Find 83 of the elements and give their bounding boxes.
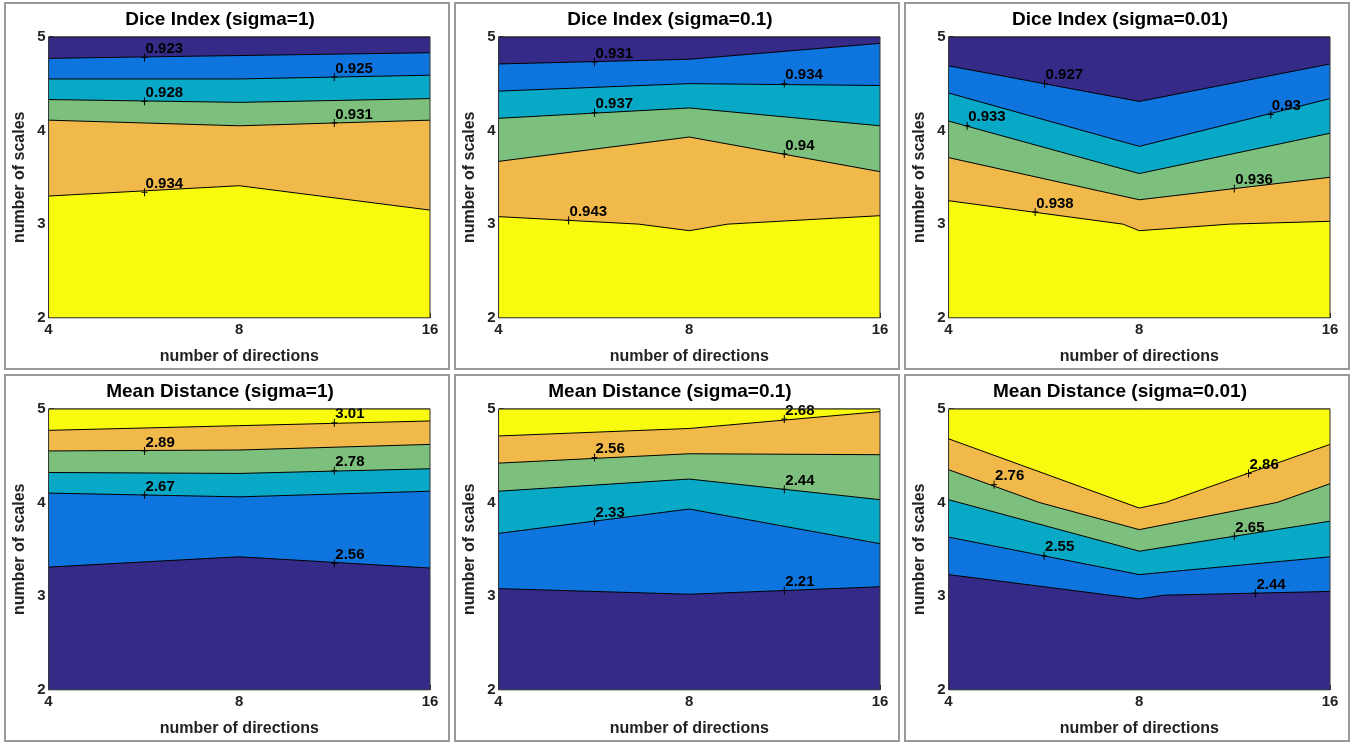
y-tick-label: 3: [937, 586, 946, 604]
x-tick-label: 16: [421, 319, 439, 337]
annotation: 0.927: [1045, 65, 1084, 83]
x-axis-title: number of directions: [159, 718, 319, 736]
y-tick-label: 4: [487, 120, 497, 138]
x-axis-title: number of directions: [609, 718, 769, 736]
annotation: 0.934: [145, 173, 184, 191]
annotation: 0.93: [1271, 96, 1301, 114]
chart-title: Dice Index (sigma=0.01): [1012, 7, 1228, 29]
x-axis-title: number of directions: [1059, 346, 1219, 364]
y-tick-label: 5: [37, 398, 46, 416]
x-tick-label: 8: [1135, 691, 1144, 709]
y-tick-label: 3: [487, 214, 496, 232]
annotation: 2.33: [595, 502, 625, 520]
x-tick-label: 8: [1135, 319, 1144, 337]
y-tick-label: 2: [487, 679, 496, 697]
y-tick-label: 3: [37, 214, 46, 232]
annotation: 2.56: [595, 439, 625, 457]
annotation: 0.925: [335, 58, 373, 76]
annotation: 0.934: [785, 65, 824, 83]
y-tick-label: 4: [37, 492, 47, 510]
annotation: 2.44: [1256, 574, 1287, 592]
annotation: 0.931: [595, 43, 634, 61]
annotation: 2.65: [1235, 517, 1265, 535]
annotation: 3.01: [335, 404, 365, 422]
x-tick-label: 16: [1321, 691, 1339, 709]
annotation: 2.55: [1045, 537, 1075, 555]
y-tick-label: 2: [937, 679, 946, 697]
x-tick-label: 16: [421, 691, 439, 709]
y-tick-label: 3: [37, 586, 46, 604]
y-axis-title: number of scales: [460, 111, 478, 244]
y-tick-label: 5: [487, 398, 496, 416]
x-tick-label: 16: [871, 319, 889, 337]
y-axis-title: number of scales: [910, 111, 928, 244]
y-tick-label: 5: [937, 398, 946, 416]
y-tick-label: 4: [937, 120, 947, 138]
annotation: 2.44: [785, 470, 816, 488]
annotation: 2.78: [335, 452, 365, 470]
chart-title: Dice Index (sigma=0.1): [567, 7, 773, 29]
y-tick-label: 5: [37, 26, 46, 44]
y-axis-title: number of scales: [10, 483, 28, 616]
y-tick-label: 5: [937, 26, 946, 44]
annotation: 0.936: [1235, 170, 1273, 188]
x-tick-label: 8: [685, 691, 694, 709]
x-tick-label: 16: [871, 691, 889, 709]
annotation: 2.76: [995, 466, 1025, 484]
y-tick-label: 2: [37, 679, 46, 697]
y-tick-label: 2: [487, 307, 496, 325]
y-tick-label: 5: [487, 26, 496, 44]
y-tick-label: 2: [937, 307, 946, 325]
y-tick-label: 4: [37, 120, 47, 138]
y-axis-title: number of scales: [460, 483, 478, 616]
annotation: 0.937: [595, 94, 634, 112]
annotation: 2.56: [335, 544, 365, 562]
y-tick-label: 3: [487, 586, 496, 604]
y-axis-title: number of scales: [910, 483, 928, 616]
chart-title: Mean Distance (sigma=0.01): [993, 379, 1247, 401]
annotation: 0.931: [335, 104, 373, 122]
x-tick-label: 16: [1321, 319, 1339, 337]
annotation: 2.86: [1249, 455, 1279, 473]
chart-title: Mean Distance (sigma=0.1): [548, 379, 792, 401]
y-tick-label: 3: [937, 214, 946, 232]
annotation: 0.928: [145, 83, 184, 101]
annotation: 2.67: [145, 476, 175, 494]
annotation: 0.933: [968, 107, 1006, 125]
annotation: 0.943: [569, 202, 608, 220]
y-tick-label: 4: [937, 492, 947, 510]
y-axis-title: number of scales: [10, 111, 28, 244]
annotation: 0.923: [145, 39, 184, 57]
annotation: 0.94: [785, 135, 816, 153]
x-axis-title: number of directions: [1059, 718, 1219, 736]
y-tick-label: 4: [487, 492, 497, 510]
chart-title: Dice Index (sigma=1): [125, 7, 315, 29]
x-axis-title: number of directions: [609, 346, 769, 364]
x-tick-label: 8: [235, 319, 244, 337]
annotation: 0.938: [1036, 193, 1074, 211]
x-axis-title: number of directions: [159, 346, 319, 364]
annotation: 2.21: [785, 572, 815, 590]
chart-title: Mean Distance (sigma=1): [106, 379, 334, 401]
y-tick-label: 2: [37, 307, 46, 325]
x-tick-label: 8: [235, 691, 244, 709]
x-tick-label: 8: [685, 319, 694, 337]
annotation: 2.89: [145, 432, 175, 450]
